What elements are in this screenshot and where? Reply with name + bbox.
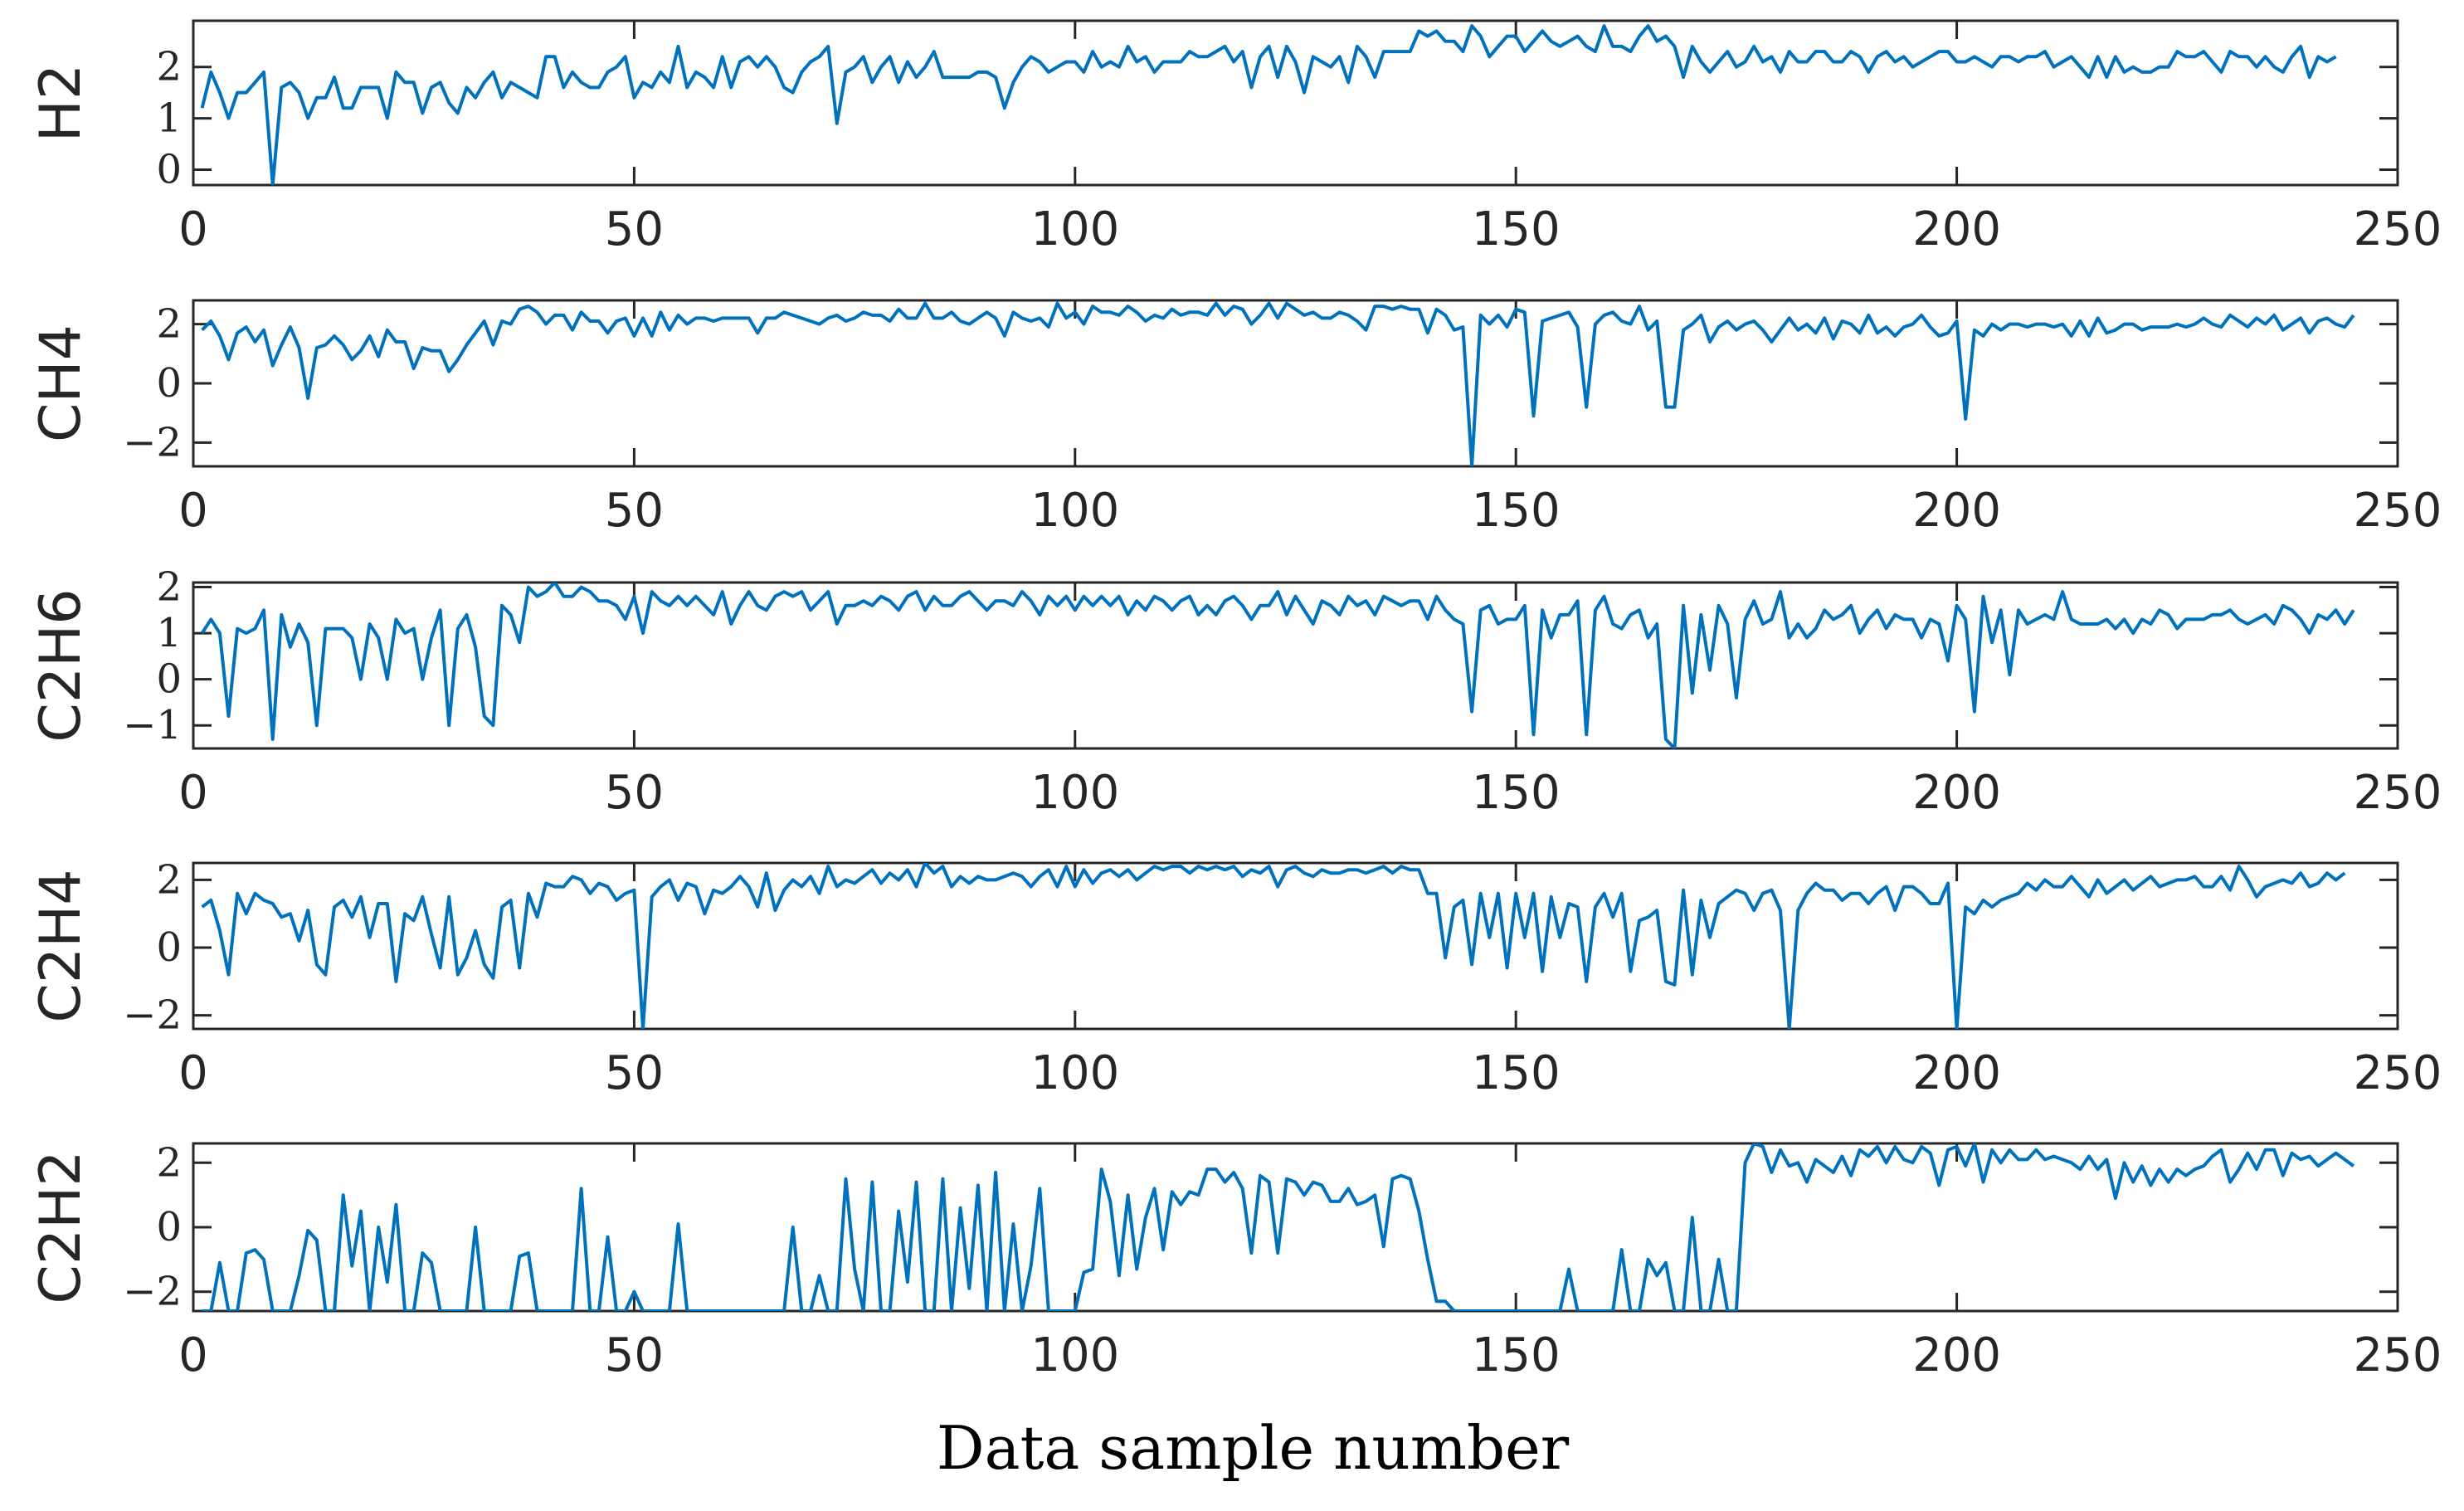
x-tick-label: 50 — [605, 1328, 664, 1382]
x-tick-label: 0 — [178, 1046, 208, 1100]
x-tick-label: 100 — [1030, 766, 1119, 820]
y-axis-label: H2 — [28, 64, 94, 142]
y-tick-label: 2 — [156, 856, 182, 903]
x-tick-label: 0 — [178, 1328, 208, 1382]
x-tick-label: 250 — [2354, 1328, 2442, 1382]
y-tick-label: 0 — [156, 146, 182, 193]
y-tick-label: −2 — [123, 419, 182, 465]
panel-c2h2: −2 0 2 0 50 100 150 200 250 C2H2 — [28, 1139, 2442, 1382]
y-tick-label: −2 — [123, 992, 182, 1039]
x-tick-label: 250 — [2354, 1046, 2442, 1100]
y-axis-label: C2H6 — [28, 588, 94, 742]
y-axis-label: CH4 — [28, 324, 94, 442]
y-tick-label: 1 — [156, 95, 182, 142]
axes-box — [192, 581, 2399, 750]
x-tick-label: 50 — [605, 766, 664, 820]
panel-ch4: −2 0 2 0 50 100 150 200 250 CH4 — [28, 299, 2442, 538]
x-tick-label: 100 — [1030, 484, 1119, 538]
axes-box — [192, 299, 2399, 468]
x-tick-label: 200 — [1912, 1046, 2001, 1100]
x-tick-label: 200 — [1912, 1328, 2001, 1382]
y-tick-label: 0 — [156, 924, 182, 971]
x-tick-label: 150 — [1472, 1046, 1561, 1100]
x-tick-label: 100 — [1030, 202, 1119, 256]
series-line-c2h2 — [202, 1143, 2355, 1311]
y-tick-label: 2 — [156, 1139, 182, 1186]
panel-c2h4: −2 0 2 0 50 100 150 200 250 C2H4 — [28, 856, 2442, 1100]
series-line-c2h4 — [201, 863, 2346, 1029]
y-tick-label: 0 — [156, 360, 182, 407]
y-tick-label: 0 — [156, 1204, 182, 1250]
y-axis-label: C2H2 — [28, 1150, 94, 1304]
series-line-h2 — [200, 24, 2337, 185]
x-tick-label: 200 — [1912, 484, 2001, 538]
x-tick-label: 50 — [605, 202, 664, 256]
x-tick-label: 150 — [1472, 1328, 1561, 1382]
y-tick-label: 2 — [156, 301, 182, 348]
x-tick-label: 50 — [605, 484, 664, 538]
y-tick-label: 1 — [156, 610, 182, 656]
x-tick-label: 200 — [1912, 766, 2001, 820]
y-tick-label: 0 — [156, 656, 182, 703]
y-tick-label: 2 — [156, 44, 182, 90]
x-tick-label: 150 — [1472, 202, 1561, 256]
x-tick-label: 100 — [1030, 1328, 1119, 1382]
x-tick-label: 250 — [2354, 766, 2442, 820]
x-tick-label: 150 — [1472, 484, 1561, 538]
x-tick-label: 0 — [178, 202, 208, 256]
axes-box — [192, 861, 2399, 1031]
x-tick-label: 150 — [1472, 766, 1561, 820]
y-tick-label: 2 — [156, 564, 182, 611]
x-tick-label: 50 — [605, 1046, 664, 1100]
x-axis-label: Data sample number — [937, 1413, 1570, 1483]
x-tick-label: 0 — [178, 484, 208, 538]
series-line-c2h6 — [200, 582, 2355, 748]
y-tick-label: −2 — [123, 1269, 182, 1315]
x-tick-label: 200 — [1912, 202, 2001, 256]
axes-box — [192, 19, 2399, 187]
axes-box — [192, 1142, 2399, 1313]
x-tick-label: 250 — [2354, 484, 2442, 538]
x-tick-label: 0 — [178, 766, 208, 820]
y-tick-label: −1 — [123, 702, 182, 748]
y-axis-label: C2H4 — [28, 869, 94, 1022]
x-tick-label: 250 — [2354, 202, 2442, 256]
series-line-ch4 — [201, 301, 2355, 466]
x-tick-label: 100 — [1030, 1046, 1119, 1100]
